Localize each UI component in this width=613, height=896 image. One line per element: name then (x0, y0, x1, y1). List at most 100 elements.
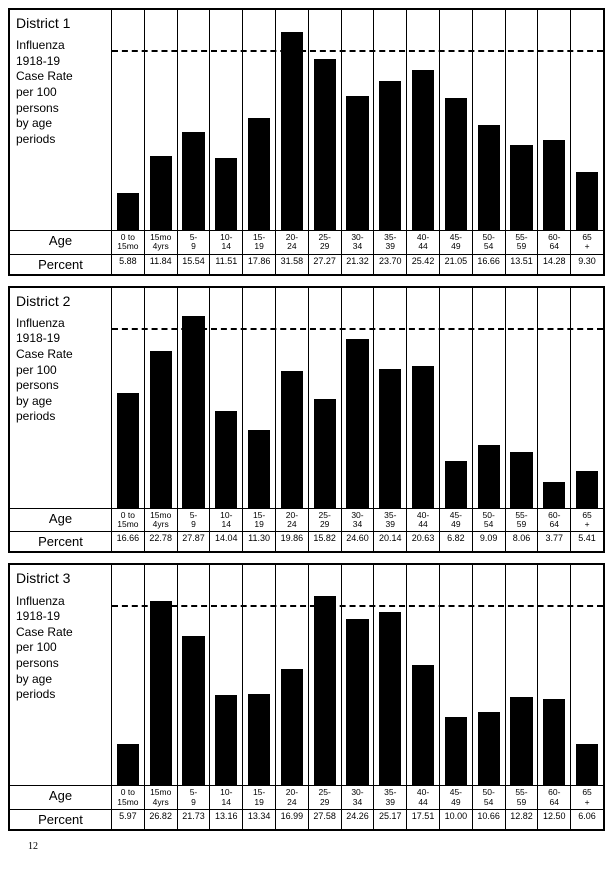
subtitle-line: per 100 (16, 85, 105, 101)
bar-slot (112, 565, 145, 785)
percent-cell: 12.50 (538, 810, 571, 829)
district-title: District 1 (16, 14, 105, 32)
percent-cell: 17.51 (407, 810, 440, 829)
chart-panel-district-3: District 3Influenza1918-19Case Rateper 1… (8, 563, 605, 831)
bar-slot (407, 10, 440, 230)
bar (117, 393, 139, 508)
percent-cell: 14.28 (538, 255, 571, 274)
age-cell: 35- 39 (374, 231, 407, 254)
percent-cell: 21.05 (440, 255, 473, 274)
bar-slot (276, 288, 309, 508)
bar (510, 452, 532, 507)
age-cell: 65 + (571, 786, 603, 809)
bar-slot (342, 288, 375, 508)
percent-cell: 15.54 (178, 255, 211, 274)
bar-slot (538, 10, 571, 230)
percent-row-label: Percent (10, 810, 112, 829)
age-cell: 20- 24 (276, 231, 309, 254)
bar (478, 712, 500, 785)
bar-slot (506, 565, 539, 785)
percent-cell: 16.66 (112, 532, 145, 551)
bar (379, 81, 401, 230)
age-cell: 25- 29 (309, 509, 342, 532)
bar-slot (112, 288, 145, 508)
subtitle-line: periods (16, 409, 105, 425)
bars-area (112, 10, 603, 230)
subtitle-line: persons (16, 378, 105, 394)
bar (117, 744, 139, 785)
bar-slot (145, 565, 178, 785)
bar-slot (374, 10, 407, 230)
bar (346, 339, 368, 508)
bar (150, 601, 172, 785)
bar (150, 351, 172, 508)
subtitle-line: 1918-19 (16, 54, 105, 70)
district-title: District 2 (16, 292, 105, 310)
bar (478, 445, 500, 507)
bar (412, 366, 434, 508)
bar (314, 399, 336, 508)
percent-cell: 5.97 (112, 810, 145, 829)
bar-slot (178, 10, 211, 230)
bar-slot (571, 10, 603, 230)
age-row-label: Age (10, 509, 112, 532)
bar-slot (538, 288, 571, 508)
bar-slot (276, 565, 309, 785)
age-cell: 15- 19 (243, 231, 276, 254)
bar-slot (309, 10, 342, 230)
percent-cell: 10.66 (473, 810, 506, 829)
chart-label-column: District 2Influenza1918-19Case Rateper 1… (10, 288, 112, 508)
age-cell: 10- 14 (210, 231, 243, 254)
age-cell: 35- 39 (374, 509, 407, 532)
subtitle-line: Influenza (16, 38, 105, 54)
bar-slot (342, 10, 375, 230)
percent-cell: 27.58 (309, 810, 342, 829)
age-cell: 65 + (571, 509, 603, 532)
bar-slot (440, 10, 473, 230)
bar-slot (440, 288, 473, 508)
bar (445, 717, 467, 786)
bar (182, 636, 204, 785)
age-cell: 0 to 15mo (112, 231, 145, 254)
subtitle-line: Influenza (16, 316, 105, 332)
percent-cell: 23.70 (374, 255, 407, 274)
age-cell: 50- 54 (473, 786, 506, 809)
age-cell: 15- 19 (243, 509, 276, 532)
percent-cell: 21.73 (178, 810, 211, 829)
subtitle-line: 1918-19 (16, 331, 105, 347)
bar-slot (210, 10, 243, 230)
age-cell: 30- 34 (342, 509, 375, 532)
bar-slot (309, 288, 342, 508)
percent-cell: 20.14 (374, 532, 407, 551)
percent-cell: 21.32 (342, 255, 375, 274)
age-cell: 60- 64 (538, 786, 571, 809)
percent-cell: 9.09 (473, 532, 506, 551)
bar (346, 619, 368, 786)
percent-cell: 13.51 (506, 255, 539, 274)
age-cell: 20- 24 (276, 786, 309, 809)
bar-slot (571, 288, 603, 508)
bar (543, 140, 565, 230)
bar (576, 471, 598, 508)
age-cell: 15- 19 (243, 786, 276, 809)
subtitle-line: periods (16, 132, 105, 148)
age-cell: 0 to 15mo (112, 786, 145, 809)
bar-slot (210, 565, 243, 785)
bar (314, 59, 336, 230)
subtitle-line: periods (16, 687, 105, 703)
percent-cell: 25.42 (407, 255, 440, 274)
bar-slot (145, 288, 178, 508)
age-cell: 55- 59 (506, 786, 539, 809)
age-cell: 0 to 15mo (112, 509, 145, 532)
percent-cell: 17.86 (243, 255, 276, 274)
age-cell: 20- 24 (276, 509, 309, 532)
bar-slot (407, 288, 440, 508)
bar-slot (342, 565, 375, 785)
age-cell: 5- 9 (178, 786, 211, 809)
subtitle-line: by age (16, 394, 105, 410)
chart-panel-district-1: District 1Influenza1918-19Case Rateper 1… (8, 8, 605, 276)
percent-cell: 6.82 (440, 532, 473, 551)
bar (215, 695, 237, 785)
percent-cell: 16.99 (276, 810, 309, 829)
bar-slot (407, 565, 440, 785)
